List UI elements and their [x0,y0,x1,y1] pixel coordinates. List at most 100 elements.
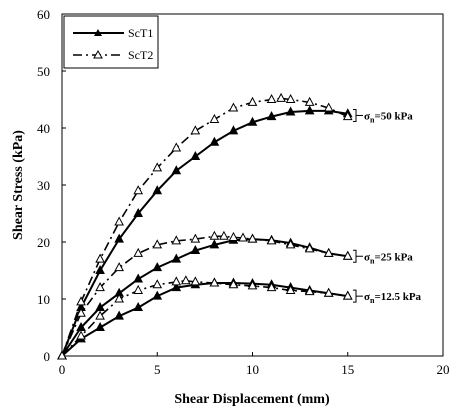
data-point-sct2-25-kpa [304,243,315,253]
data-point-sct2-12-5-kpa [180,275,191,285]
y-tick-label: 50 [37,64,50,79]
annotation-sigma: σ [364,251,370,263]
data-point-sct2-25-kpa [190,233,201,243]
data-point-sct2-25-kpa [95,282,105,292]
x-axis-label: Shear Displacement (mm) [174,392,330,407]
data-point-sct2-25-kpa [219,230,229,240]
data-point-sct2-25-kpa [76,307,86,317]
data-point-sct2-12-5-kpa [228,279,239,289]
data-point-sct1-25-kpa [152,262,163,272]
data-point-sct2-25-kpa [133,247,144,257]
legend-marker-sct1 [94,29,102,36]
data-point-sct2-50-kpa [228,102,239,112]
x-tick-label: 20 [437,362,450,377]
data-point-sct2-12-5-kpa [95,310,105,320]
data-point-sct2-12-5-kpa [285,284,296,294]
series-line-sct1-25-kpa [61,238,348,357]
data-point-sct1-50-kpa [247,116,258,126]
data-point-sct1-50-kpa [228,125,239,135]
data-point-sct1-12-5-kpa [95,321,105,331]
legend-marker-sct2 [93,49,103,59]
y-axis-label: Shear Stress (kPa) [11,130,26,240]
annotation-subscript: n [370,256,375,265]
legend-label-sct2: ScT2 [128,48,153,62]
x-tick-label: 15 [341,362,354,377]
legend-label-sct1: ScT1 [128,26,153,40]
data-point-sct2-12-5-kpa [323,287,334,297]
data-point-sct2-50-kpa [133,185,144,195]
data-point-sct1-25-kpa [133,273,144,283]
data-point-sct1-50-kpa [209,136,220,146]
data-point-sct1-25-kpa [190,244,201,255]
data-point-sct2-50-kpa [266,93,277,103]
y-tick-label: 0 [44,349,51,364]
data-point-sct1-12-5-kpa [133,301,144,312]
data-point-sct2-50-kpa [323,102,334,112]
y-tick-label: 40 [37,121,50,136]
data-point-sct2-50-kpa [276,92,286,102]
annotation-bracket [353,289,357,303]
x-tick-label: 10 [246,362,259,377]
data-point-sct2-25-kpa [238,232,248,242]
data-point-sct2-12-5-kpa [114,293,124,303]
data-point-sct2-50-kpa [152,162,163,172]
data-point-sct1-50-kpa [190,150,201,160]
y-tick-label: 10 [37,292,50,307]
data-point-sct2-25-kpa [152,239,163,249]
data-point-sct2-50-kpa [342,111,353,121]
data-point-sct1-12-5-kpa [171,282,182,292]
data-point-sct1-50-kpa [114,233,124,243]
annotation-sigma: σ [364,291,370,303]
legend-box [63,15,159,69]
data-point-sct2-50-kpa [171,142,182,152]
annotation-value: =25 kPa [374,251,413,263]
data-point-sct2-25-kpa [342,250,353,260]
data-point-sct2-25-kpa [285,239,296,249]
series-line-sct2-25-kpa [61,235,348,357]
y-tick-label: 20 [37,235,50,250]
data-point-sct2-50-kpa [114,216,124,226]
data-point-sct2-12-5-kpa [342,290,353,300]
data-point-sct1-12-5-kpa [114,310,124,320]
series-line-sct2-50-kpa [61,97,349,357]
data-point-sct1-50-kpa [304,105,315,115]
annotation-label: σn=12.5 kPa [364,291,422,305]
data-point-sct1-25-kpa [209,239,220,249]
data-point-sct2-50-kpa [190,125,201,135]
annotation-label: σn=50 kPa [364,110,413,124]
data-point-sct2-25-kpa [209,230,220,240]
data-point-sct2-12-5-kpa [304,286,315,296]
data-point-sct1-50-kpa [95,264,105,274]
data-point-sct2-12-5-kpa [190,276,201,286]
y-tick-label: 30 [37,178,50,193]
data-point-sct1-50-kpa [152,185,163,195]
x-tick-label: 5 [154,362,161,377]
annotation-subscript: n [370,296,375,305]
data-point-sct2-25-kpa [247,233,258,243]
data-point-sct1-50-kpa [171,165,182,175]
data-point-sct2-25-kpa [266,235,277,245]
data-point-sct1-50-kpa [266,111,277,121]
annotation-value: =50 kPa [374,110,413,122]
annotation-bracket [353,249,357,263]
data-point-sct2-12-5-kpa [209,277,220,287]
data-point-sct1-25-kpa [95,301,105,312]
data-point-sct1-25-kpa [171,253,182,263]
x-tick-label: 0 [59,362,66,377]
data-point-sct2-25-kpa [171,235,182,245]
series-line-sct1-50-kpa [61,109,348,357]
data-point-sct2-50-kpa [76,296,86,306]
annotation-sigma: σ [364,110,370,122]
data-point-sct2-12-5-kpa [152,279,163,289]
y-tick-label: 60 [37,7,50,22]
data-point-sct2-50-kpa [95,253,105,263]
annotation-subscript: n [370,115,375,124]
data-point-sct2-12-5-kpa [171,276,182,286]
legend: ScT1 ScT2 [63,15,159,69]
data-point-sct2-12-5-kpa [76,330,86,340]
data-point-sct2-25-kpa [228,231,239,241]
data-point-sct2-50-kpa [285,93,296,103]
data-point-sct1-50-kpa [133,207,144,217]
